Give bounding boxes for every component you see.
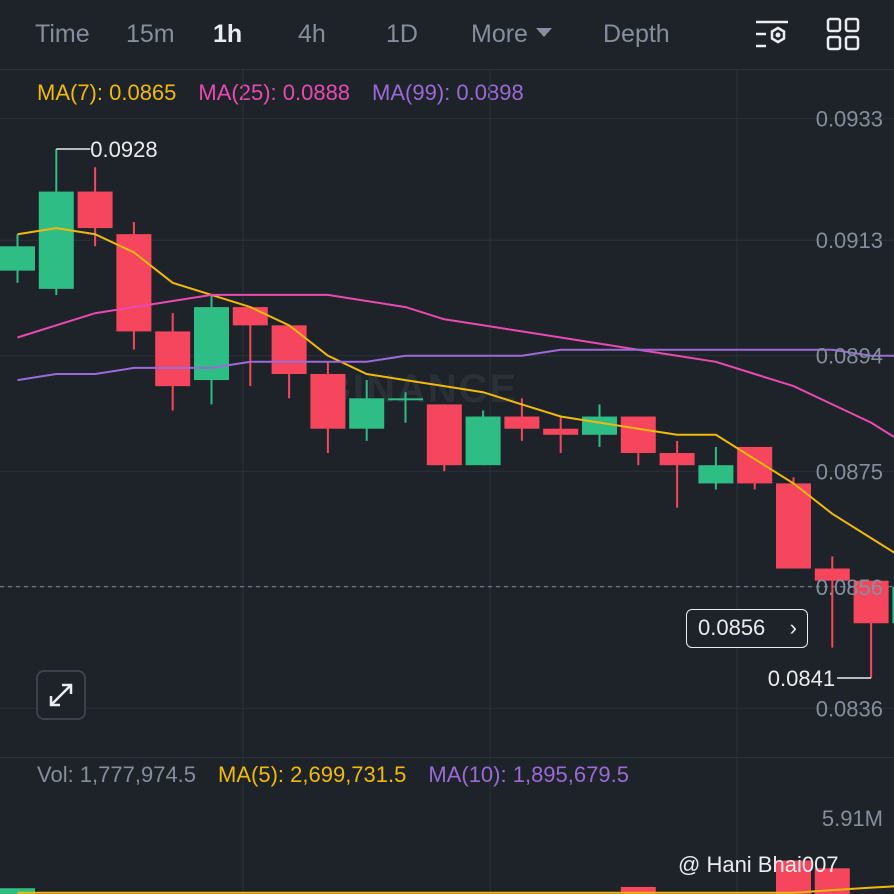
candle-body-9 xyxy=(349,398,385,429)
current-price-chip[interactable]: 0.0856 › xyxy=(686,609,808,648)
candle-body-20 xyxy=(776,483,811,569)
fullscreen-button[interactable] xyxy=(36,670,86,720)
volume-ma-line xyxy=(17,885,894,894)
ma-legend: MA(7): 0.0865 MA(25): 0.0888 MA(99): 0.089… xyxy=(37,80,546,106)
credit-watermark: @ Hani Bhai007 xyxy=(678,852,839,877)
high-price-label: 0.0928 xyxy=(90,137,157,162)
tab-1d[interactable]: 1D xyxy=(386,20,418,48)
candle-body-1 xyxy=(38,191,74,289)
y-tick-label-2: 0.0894 xyxy=(816,344,883,369)
ma99-legend: MA(99): 0.0898 xyxy=(372,80,524,105)
y-tick-label-4: 0.0856 xyxy=(816,575,883,600)
candle-body-19 xyxy=(737,446,773,484)
candle-body-11 xyxy=(426,404,462,466)
volume-bar-1 xyxy=(620,886,656,894)
candle-body-10 xyxy=(388,398,423,401)
current-price-value: 0.0856 xyxy=(698,615,766,640)
vol-ma10-legend: MA(10): 1,895,679.5 xyxy=(428,762,629,787)
vol-ma5-legend: MA(5): 2,699,731.5 xyxy=(218,762,407,787)
candle-body-18 xyxy=(698,465,734,484)
candle-body-6 xyxy=(232,307,268,326)
candle-body-23 xyxy=(892,586,894,624)
y-tick-label-1: 0.0913 xyxy=(816,228,883,253)
tab-15m[interactable]: 15m xyxy=(126,20,175,48)
candle-body-22 xyxy=(853,580,889,624)
candle-body-3 xyxy=(116,234,152,332)
pane-divider xyxy=(0,757,894,758)
tab-4h[interactable]: 4h xyxy=(298,20,326,48)
ma25-legend: MA(25): 0.0888 xyxy=(198,80,351,105)
ma7-legend: MA(7): 0.0865 xyxy=(37,80,177,105)
volume-y-tick-label: 5.91M xyxy=(822,806,883,831)
volume-bar-2 xyxy=(776,860,811,894)
candle-body-17 xyxy=(659,453,695,466)
y-tick-label-5: 0.0836 xyxy=(816,696,883,721)
chart-settings-icon[interactable] xyxy=(754,16,790,52)
caret-down-icon xyxy=(535,28,552,37)
candle-body-12 xyxy=(465,416,501,466)
ma-line-2 xyxy=(17,348,894,382)
candle-body-15 xyxy=(582,416,617,435)
candle-body-21 xyxy=(814,568,850,581)
tab-depth[interactable]: Depth xyxy=(603,20,670,48)
candle-body-4 xyxy=(155,331,191,387)
tab-1h[interactable]: 1h xyxy=(213,20,243,48)
candle-body-7 xyxy=(271,325,307,374)
candle-body-5 xyxy=(194,307,229,381)
toolbar: Time 15m 1h 4h 1D More Depth xyxy=(0,0,894,70)
y-tick-label-3: 0.0875 xyxy=(816,459,883,484)
vol-legend: Vol: 1,777,974.5 xyxy=(37,762,197,787)
ma-line-0 xyxy=(17,227,894,554)
tab-more-label: More xyxy=(471,20,528,48)
grid-layout-icon[interactable] xyxy=(825,16,861,52)
candle-body-2 xyxy=(77,191,113,229)
y-tick-label-0: 0.0933 xyxy=(816,107,883,132)
candle-body-14 xyxy=(543,428,579,435)
tab-time[interactable]: Time xyxy=(35,20,90,48)
chevron-right-icon: › xyxy=(789,615,797,640)
ma-line-1 xyxy=(17,293,894,439)
expand-icon xyxy=(49,683,73,707)
volume-bar-0 xyxy=(0,888,35,894)
candle-body-16 xyxy=(620,416,656,454)
candle-body-0 xyxy=(0,246,35,271)
low-price-label: 0.0841 xyxy=(768,666,835,691)
candle-body-8 xyxy=(310,373,346,429)
tab-more[interactable]: More xyxy=(471,20,552,49)
volume-legend: Vol: 1,777,974.5 MA(5): 2,699,731.5 MA(10)… xyxy=(37,762,651,788)
candle-body-13 xyxy=(504,416,540,429)
